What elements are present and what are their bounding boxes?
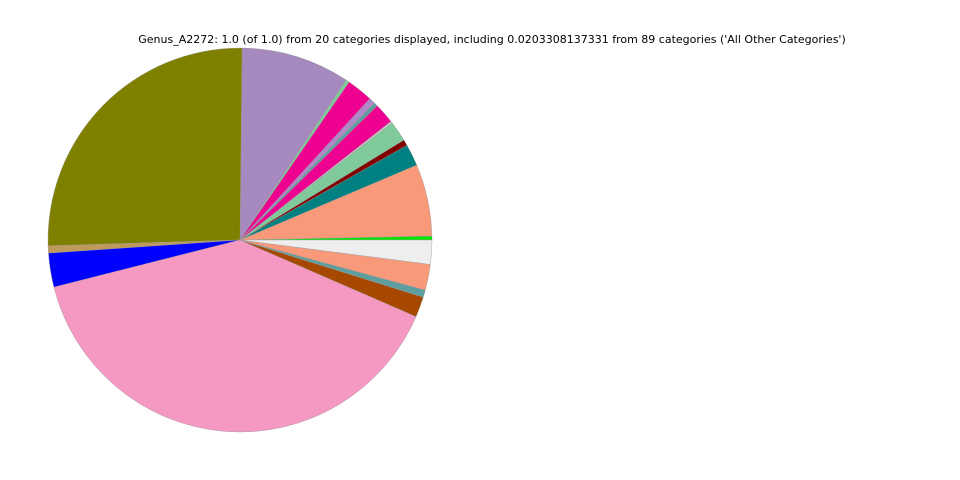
pie-slice-20	[239, 239, 433, 265]
pie-slice-16	[53, 239, 417, 433]
pie-slice-13	[47, 47, 243, 247]
chart-title: Genus_A2272: 1.0 (of 1.0) from 20 catego…	[138, 33, 846, 46]
pie-slice-12	[239, 47, 347, 241]
